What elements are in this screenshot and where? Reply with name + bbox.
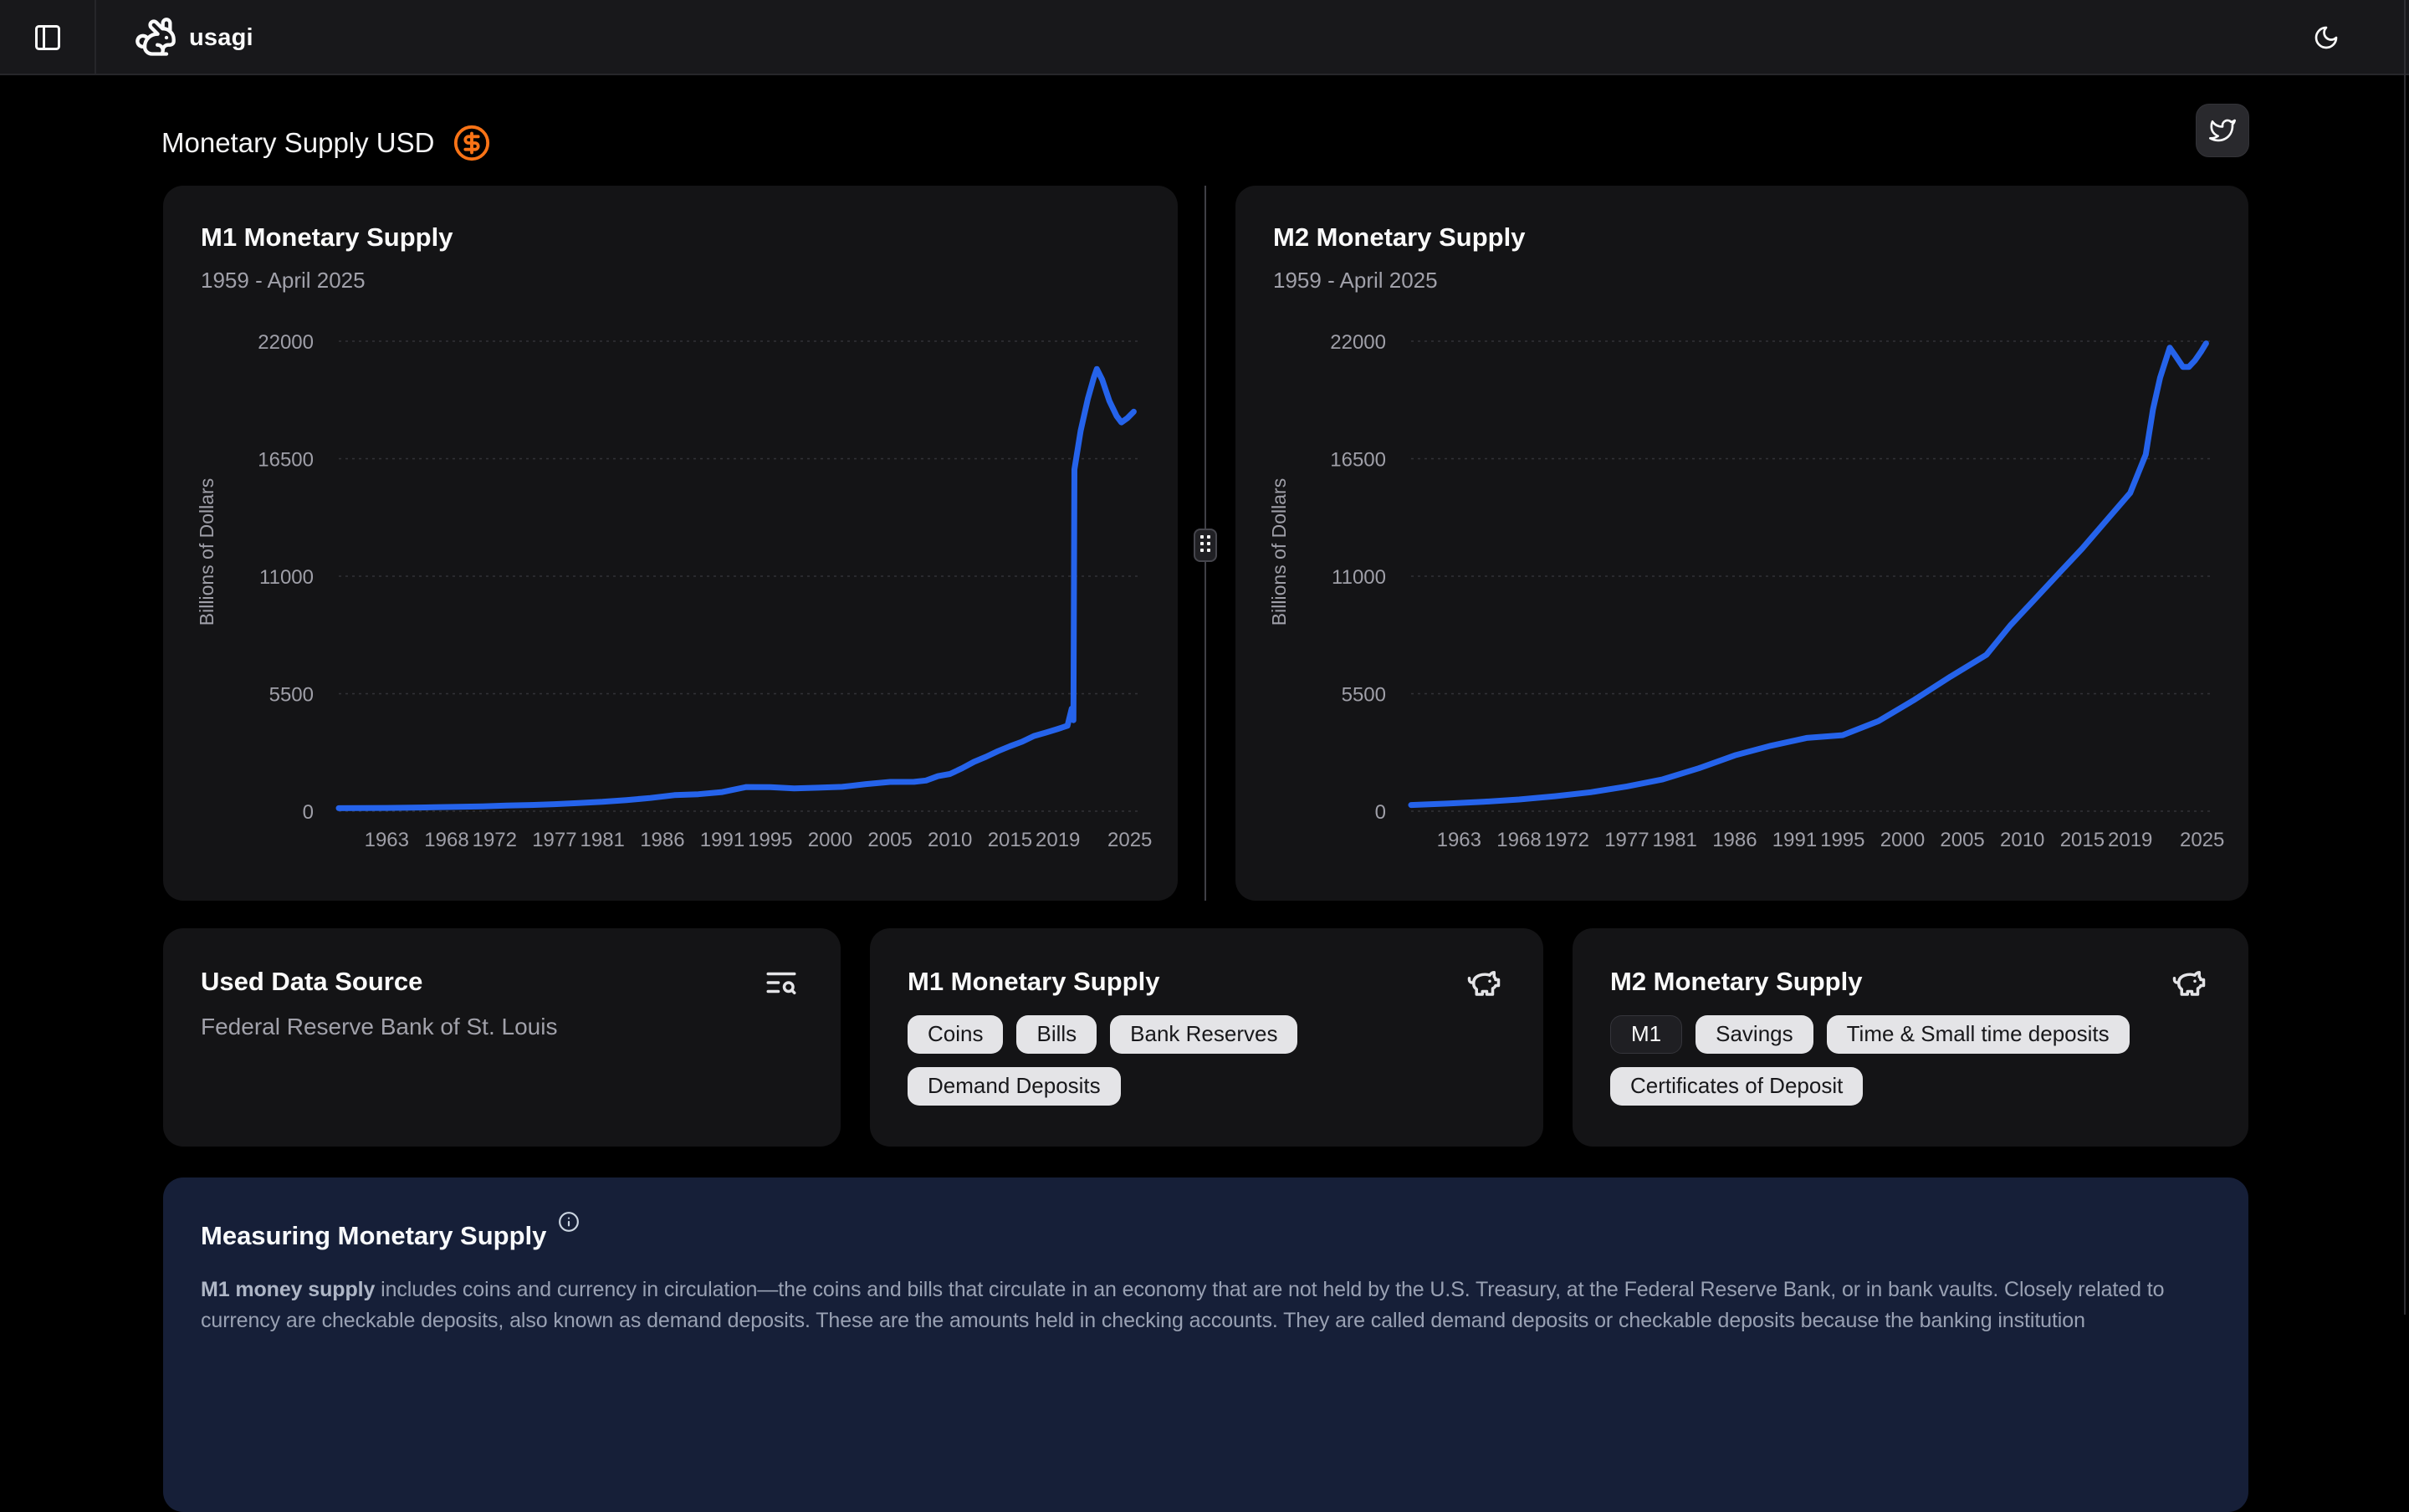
svg-text:11000: 11000 xyxy=(1332,566,1386,589)
svg-text:1968: 1968 xyxy=(424,829,468,851)
twitter-icon xyxy=(2209,117,2236,144)
svg-text:1963: 1963 xyxy=(1437,829,1481,851)
svg-text:1995: 1995 xyxy=(1820,829,1864,851)
svg-text:1977: 1977 xyxy=(1604,829,1649,851)
tag-bank-reserves: Bank Reserves xyxy=(1110,1015,1298,1054)
data-source-card: Used Data Source Federal Reserve Bank of… xyxy=(163,928,841,1147)
svg-text:1986: 1986 xyxy=(1712,829,1757,851)
svg-text:5500: 5500 xyxy=(1342,684,1386,707)
svg-text:22000: 22000 xyxy=(1330,335,1386,354)
svg-text:1972: 1972 xyxy=(473,829,517,851)
app-logo[interactable]: usagi xyxy=(134,0,253,75)
tag-certificates-of-deposit: Certificates of Deposit xyxy=(1610,1067,1864,1106)
info-icon xyxy=(558,1212,580,1233)
tag-savings: Savings xyxy=(1696,1015,1813,1054)
panel-left-icon xyxy=(33,23,63,53)
m1-components-title: M1 Monetary Supply xyxy=(908,967,1160,996)
piggy-bank-icon xyxy=(1466,965,1501,1000)
m2-chart-title: M2 Monetary Supply xyxy=(1273,222,1526,252)
data-source-title: Used Data Source xyxy=(201,967,423,996)
svg-text:1963: 1963 xyxy=(365,829,409,851)
svg-text:2005: 2005 xyxy=(867,829,912,851)
svg-text:2000: 2000 xyxy=(1880,829,1925,851)
page-title-text: Monetary Supply USD xyxy=(161,127,435,158)
svg-text:1977: 1977 xyxy=(532,829,576,851)
svg-text:Billions of Dollars: Billions of Dollars xyxy=(1268,478,1290,626)
svg-text:2025: 2025 xyxy=(1107,829,1152,851)
svg-text:2000: 2000 xyxy=(808,829,852,851)
svg-text:1986: 1986 xyxy=(640,829,684,851)
theme-toggle-button[interactable] xyxy=(2302,13,2350,62)
twitter-share-button[interactable] xyxy=(2196,104,2249,157)
rabbit-icon xyxy=(134,16,177,59)
measuring-monetary-supply-panel: Measuring Monetary Supply M1 money suppl… xyxy=(163,1177,2248,1512)
grip-vertical-icon xyxy=(1197,532,1214,559)
moon-icon xyxy=(2313,24,2340,51)
sidebar-toggle-button[interactable] xyxy=(18,14,77,61)
m1-components-card: M1 Monetary Supply Coins Bills Bank Rese… xyxy=(870,928,1543,1147)
svg-text:2025: 2025 xyxy=(2180,829,2224,851)
svg-text:1968: 1968 xyxy=(1496,829,1541,851)
tag-bills: Bills xyxy=(1016,1015,1097,1054)
m2-components-title: M2 Monetary Supply xyxy=(1610,967,1863,996)
tag-demand-deposits: Demand Deposits xyxy=(908,1067,1121,1106)
tag-coins: Coins xyxy=(908,1015,1004,1054)
topbar: usagi xyxy=(0,0,2409,75)
svg-text:2010: 2010 xyxy=(928,829,972,851)
svg-text:2015: 2015 xyxy=(2060,829,2105,851)
measure-panel-lead: M1 money supply xyxy=(201,1278,376,1301)
m2-tag-list: M1 Savings Time & Small time deposits Ce… xyxy=(1610,1015,2154,1106)
topbar-separator xyxy=(95,0,96,75)
measure-panel-title: Measuring Monetary Supply xyxy=(201,1212,580,1251)
measure-panel-text: includes coins and currency in circulati… xyxy=(201,1278,2165,1332)
svg-text:16500: 16500 xyxy=(1330,449,1386,472)
svg-text:1991: 1991 xyxy=(700,829,744,851)
svg-text:11000: 11000 xyxy=(259,566,314,589)
logo-text: usagi xyxy=(189,23,253,51)
svg-text:16500: 16500 xyxy=(258,449,314,472)
text-search-icon xyxy=(764,965,799,1000)
tag-time-deposits: Time & Small time deposits xyxy=(1826,1015,2130,1054)
measure-panel-title-text: Measuring Monetary Supply xyxy=(201,1221,547,1250)
svg-text:1995: 1995 xyxy=(748,829,792,851)
m1-chart-subtitle: 1959 - April 2025 xyxy=(201,268,366,293)
svg-text:1991: 1991 xyxy=(1772,829,1817,851)
svg-text:5500: 5500 xyxy=(269,684,314,707)
m2-chart-subtitle: 1959 - April 2025 xyxy=(1273,268,1438,293)
svg-text:0: 0 xyxy=(1375,801,1386,824)
svg-text:1981: 1981 xyxy=(581,829,625,851)
page-title: Monetary Supply USD xyxy=(161,124,491,162)
svg-text:22000: 22000 xyxy=(258,335,314,354)
svg-text:2015: 2015 xyxy=(988,829,1032,851)
m1-line-chart: 0 5500 11000 16500 22000 1963 1968 1972 1977 1981… xyxy=(196,335,1152,851)
svg-text:0: 0 xyxy=(303,801,314,824)
page-scrollbar[interactable] xyxy=(2404,0,2406,1315)
m2-chart-card: M2 Monetary Supply 1959 - April 2025 0 55… xyxy=(1235,186,2248,901)
circle-dollar-sign-icon xyxy=(453,124,491,162)
svg-text:1972: 1972 xyxy=(1545,829,1589,851)
m1-tag-list: Coins Bills Bank Reserves Demand Deposit… xyxy=(908,1015,1376,1106)
measure-panel-body: M1 money supply includes coins and curre… xyxy=(201,1274,2212,1336)
svg-text:2019: 2019 xyxy=(1036,829,1080,851)
svg-text:2019: 2019 xyxy=(2108,829,2152,851)
m1-chart-card: M1 Monetary Supply 1959 - April 2025 0 55… xyxy=(163,186,1178,901)
svg-text:Billions of Dollars: Billions of Dollars xyxy=(196,478,217,626)
panel-resize-grip[interactable] xyxy=(1194,529,1217,562)
svg-text:2010: 2010 xyxy=(2000,829,2044,851)
piggy-bank-icon xyxy=(2171,965,2207,1000)
m2-components-card: M2 Monetary Supply M1 Savings Time & Sma… xyxy=(1573,928,2248,1147)
m2-line-chart: 0 5500 11000 16500 22000 1963 1968 1972 1977 1981… xyxy=(1268,335,2224,851)
svg-text:1981: 1981 xyxy=(1653,829,1697,851)
data-source-value: Federal Reserve Bank of St. Louis xyxy=(201,1014,558,1040)
tag-m1: M1 xyxy=(1610,1015,1683,1054)
m1-chart-title: M1 Monetary Supply xyxy=(201,222,453,252)
svg-text:2005: 2005 xyxy=(1940,829,1984,851)
